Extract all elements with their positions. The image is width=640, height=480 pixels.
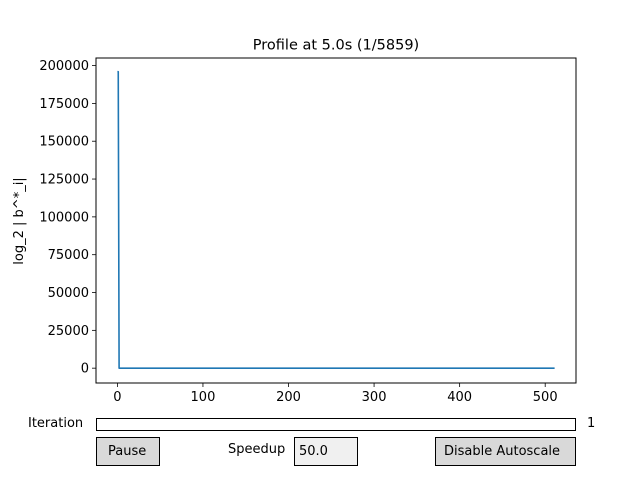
speedup-input[interactable]: 50.0 bbox=[294, 437, 358, 466]
iteration-label: Iteration bbox=[28, 416, 84, 431]
y-tick-label: 100000 bbox=[39, 210, 89, 225]
x-tick-label: 500 bbox=[533, 390, 558, 405]
iteration-slider[interactable] bbox=[96, 418, 576, 431]
plot-frame bbox=[95, 57, 577, 384]
x-tick-label: 100 bbox=[191, 390, 216, 405]
pause-button[interactable]: Pause bbox=[96, 437, 160, 466]
speedup-label: Speedup bbox=[228, 442, 286, 457]
disable-autoscale-button[interactable]: Disable Autoscale bbox=[435, 437, 576, 466]
x-tick-label: 300 bbox=[362, 390, 387, 405]
y-tick-label: 0 bbox=[81, 362, 89, 377]
y-tick-label: 25000 bbox=[48, 324, 89, 339]
x-tick-label: 400 bbox=[447, 390, 472, 405]
y-tick-label: 200000 bbox=[39, 59, 89, 74]
x-tick-label: 0 bbox=[113, 390, 121, 405]
y-tick-label: 150000 bbox=[39, 135, 89, 150]
y-axis-label: log_2 | b^*_i| bbox=[12, 177, 27, 264]
y-tick-label: 125000 bbox=[39, 173, 89, 188]
x-tick-label: 200 bbox=[276, 390, 301, 405]
iteration-value: 1 bbox=[587, 416, 596, 431]
plot-area: 0 100 200 300 400 500 0 25000 50000 75000 100000 12… bbox=[39, 59, 557, 405]
y-tick-label: 50000 bbox=[48, 286, 89, 301]
chart-title: Profile at 5.0s (1/5859) bbox=[253, 38, 419, 54]
y-tick-label: 75000 bbox=[48, 248, 89, 263]
series-line bbox=[117, 70, 555, 369]
y-tick-label: 175000 bbox=[39, 97, 89, 112]
